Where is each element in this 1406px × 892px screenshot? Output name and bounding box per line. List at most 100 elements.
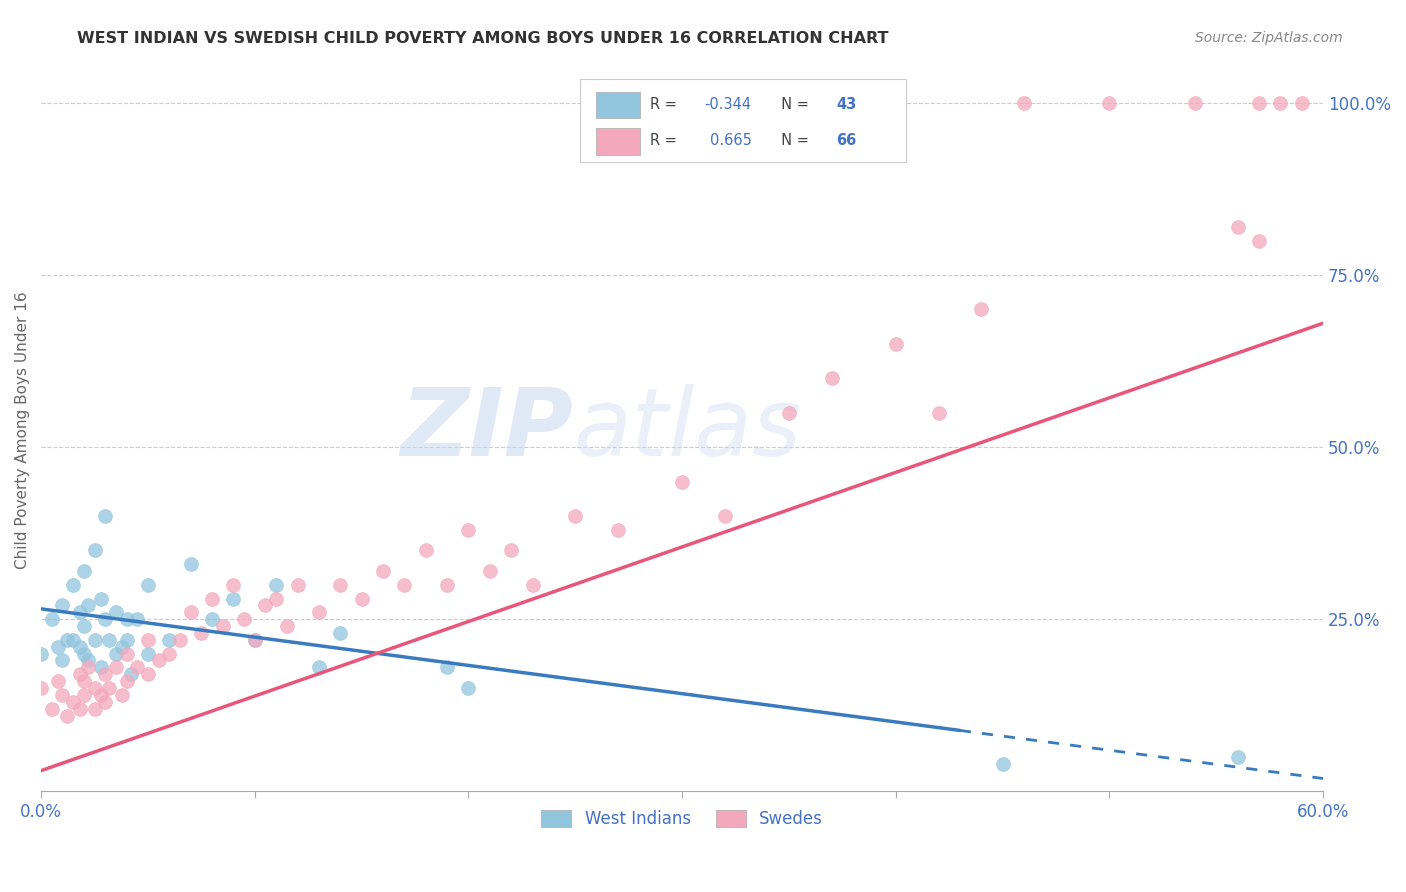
Point xyxy=(436,578,458,592)
Point xyxy=(69,605,91,619)
Point xyxy=(90,688,112,702)
Point xyxy=(457,523,479,537)
Point xyxy=(254,599,277,613)
Point xyxy=(222,578,245,592)
Text: R =: R = xyxy=(650,133,682,148)
Text: R =: R = xyxy=(650,97,682,112)
Point xyxy=(264,591,287,606)
Point xyxy=(94,667,117,681)
Point xyxy=(148,653,170,667)
Point xyxy=(73,647,96,661)
Point xyxy=(308,605,330,619)
Point xyxy=(522,578,544,592)
Point xyxy=(62,578,84,592)
Point xyxy=(190,626,212,640)
Point xyxy=(83,632,105,647)
Point xyxy=(55,708,77,723)
Point xyxy=(94,695,117,709)
Point xyxy=(83,543,105,558)
FancyBboxPatch shape xyxy=(596,92,640,119)
Point xyxy=(73,688,96,702)
Point xyxy=(884,336,907,351)
Point xyxy=(180,605,202,619)
Point xyxy=(991,756,1014,771)
Point xyxy=(329,626,352,640)
Point xyxy=(83,681,105,695)
Point xyxy=(120,667,142,681)
Point xyxy=(1184,95,1206,110)
Point xyxy=(201,612,224,626)
Point xyxy=(98,681,121,695)
Point xyxy=(77,653,100,667)
Point xyxy=(564,508,586,523)
Point xyxy=(51,599,73,613)
Point xyxy=(1270,95,1292,110)
Point xyxy=(1247,95,1270,110)
Point xyxy=(1098,95,1121,110)
Point xyxy=(778,406,800,420)
Point xyxy=(671,475,693,489)
Point xyxy=(136,578,159,592)
Point xyxy=(264,578,287,592)
Point xyxy=(714,508,737,523)
Text: N =: N = xyxy=(772,97,813,112)
Point xyxy=(607,523,630,537)
Point xyxy=(276,619,298,633)
Text: Source: ZipAtlas.com: Source: ZipAtlas.com xyxy=(1195,31,1343,45)
Point xyxy=(127,612,149,626)
Point xyxy=(69,701,91,715)
Point xyxy=(115,612,138,626)
Point xyxy=(30,681,52,695)
Point xyxy=(821,371,844,385)
Point xyxy=(394,578,416,592)
Text: N =: N = xyxy=(772,133,813,148)
Point xyxy=(157,647,180,661)
Point xyxy=(180,557,202,571)
Text: atlas: atlas xyxy=(574,384,801,475)
Text: -0.344: -0.344 xyxy=(704,97,751,112)
Point xyxy=(350,591,373,606)
Point xyxy=(1226,750,1249,764)
Point xyxy=(115,647,138,661)
Point xyxy=(46,640,69,654)
Point xyxy=(287,578,309,592)
Point xyxy=(928,406,950,420)
Point xyxy=(233,612,256,626)
Point xyxy=(115,674,138,689)
Point xyxy=(77,599,100,613)
Point xyxy=(73,619,96,633)
Legend: West Indians, Swedes: West Indians, Swedes xyxy=(534,804,830,835)
Point xyxy=(308,660,330,674)
Point xyxy=(73,674,96,689)
Point xyxy=(157,632,180,647)
Point xyxy=(69,640,91,654)
Point xyxy=(136,632,159,647)
Point xyxy=(329,578,352,592)
Point xyxy=(111,640,134,654)
Point xyxy=(51,688,73,702)
Point xyxy=(169,632,191,647)
Point xyxy=(46,674,69,689)
Point xyxy=(136,647,159,661)
Text: 43: 43 xyxy=(837,97,856,112)
Point xyxy=(51,653,73,667)
Point xyxy=(127,660,149,674)
Point xyxy=(55,632,77,647)
Text: 66: 66 xyxy=(837,133,856,148)
Point xyxy=(436,660,458,674)
Point xyxy=(243,632,266,647)
Point xyxy=(41,612,63,626)
Point xyxy=(77,660,100,674)
Point xyxy=(90,660,112,674)
Text: ZIP: ZIP xyxy=(401,384,574,476)
Point xyxy=(115,632,138,647)
Point xyxy=(371,564,394,578)
Point xyxy=(501,543,523,558)
Point xyxy=(1247,234,1270,248)
Point xyxy=(1012,95,1035,110)
Point xyxy=(415,543,437,558)
Point xyxy=(211,619,233,633)
Point xyxy=(94,508,117,523)
Point xyxy=(1226,219,1249,234)
Point xyxy=(104,660,127,674)
